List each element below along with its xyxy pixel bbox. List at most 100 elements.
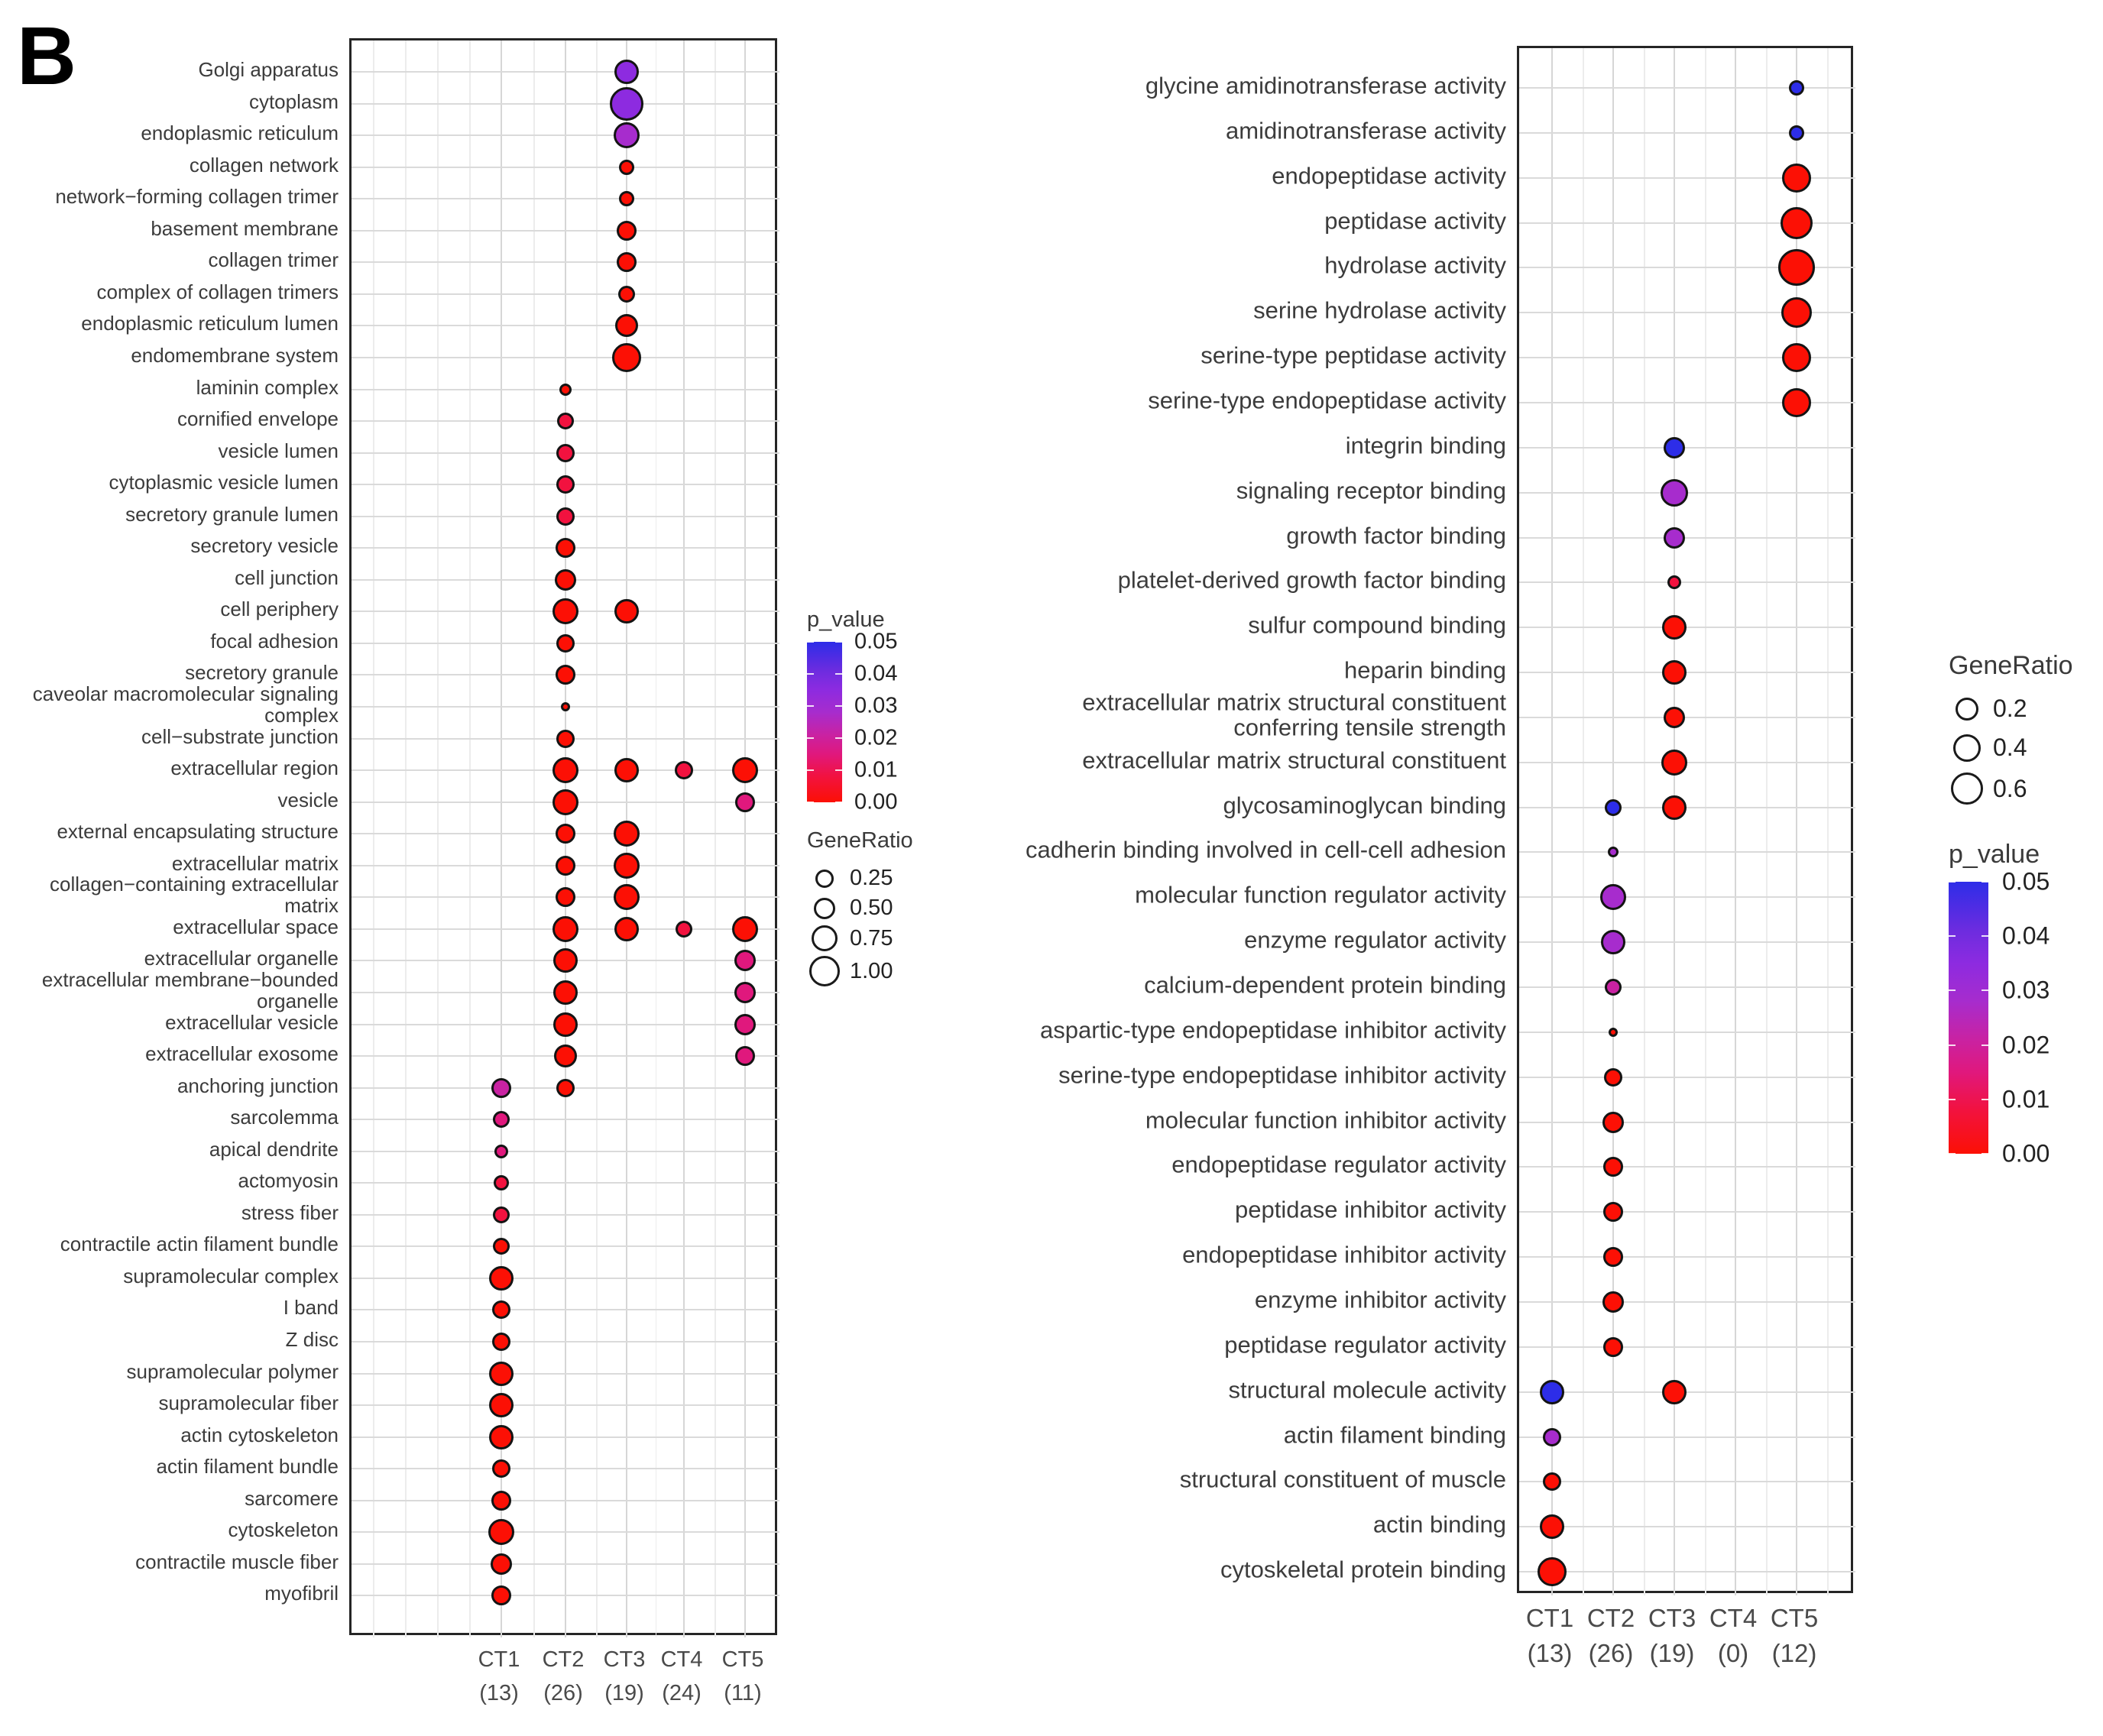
y-axis-label: supramolecular polymer [126, 1359, 339, 1383]
gridline-horizontal [1519, 1391, 1855, 1393]
data-dot [734, 981, 756, 1003]
data-dot [491, 1077, 511, 1098]
legend-left: p_value 0.05 0.04 0.03 0.02 0.01 0.00 GeneRat… [807, 607, 975, 991]
panel-label: B [17, 9, 76, 102]
gridline-vertical [1735, 48, 1736, 1595]
data-dot [1601, 930, 1625, 955]
x-axis-tick-count: (19) [1649, 1639, 1695, 1667]
data-dot [1605, 979, 1622, 996]
y-axis-label: apical dendrite [209, 1137, 339, 1161]
y-axis-label: caveolar macromolecular signaling comple… [32, 682, 339, 727]
data-dot [489, 1393, 514, 1418]
gridline-horizontal [352, 1531, 779, 1534]
generatio-legend-circle-cell [1949, 734, 1985, 762]
y-axis-label: glycine amidinotransferase activity [1145, 72, 1506, 99]
generatio-legend-circle-cell [1949, 772, 1985, 805]
data-dot [1543, 1427, 1561, 1446]
generatio-legend-item: 0.4 [1949, 734, 2101, 762]
y-axis-label: supramolecular fiber [158, 1391, 339, 1415]
y-axis-label: growth factor binding [1286, 521, 1506, 549]
gridline-horizontal [352, 1468, 779, 1470]
y-axis-label: sulfur compound binding [1248, 611, 1506, 639]
generatio-legend-circle [809, 956, 840, 986]
colorbar-tick [1949, 1044, 1956, 1046]
pvalue-tick-label: 0.03 [854, 693, 898, 718]
gridline-horizontal [352, 1436, 779, 1438]
y-axis-label: cornified envelope [177, 407, 339, 431]
gridline-horizontal [352, 1150, 779, 1152]
data-dot [614, 884, 640, 911]
data-dot [1782, 387, 1811, 417]
x-axis-tick-label: CT3 [603, 1647, 646, 1672]
colorbar-tick [835, 705, 842, 707]
pvalue-tick-label: 0.04 [854, 661, 898, 686]
data-dot [493, 1238, 510, 1255]
generatio-legend-circle [1951, 772, 1983, 805]
data-dot [1540, 1514, 1564, 1540]
gridline-horizontal [352, 1563, 779, 1565]
pvalue-colorbar-right: 0.05 0.04 0.03 0.02 0.01 0.00 [1949, 868, 2101, 1168]
data-dot [614, 599, 639, 624]
data-dot [494, 1175, 509, 1191]
data-dot [1603, 1247, 1623, 1268]
gridline-minor-vertical [715, 40, 716, 1637]
x-axis-tick-count: (26) [543, 1681, 583, 1705]
gridline-horizontal [1519, 177, 1855, 179]
data-dot [614, 852, 640, 879]
y-axis-label: amidinotransferase activity [1226, 117, 1506, 144]
data-dot [1662, 660, 1687, 685]
x-axis-tick-count: (26) [1588, 1639, 1634, 1667]
data-dot [614, 758, 639, 783]
data-dot [556, 443, 575, 462]
y-axis-label: extracellular matrix [171, 851, 339, 875]
gridline-horizontal [1519, 1121, 1855, 1123]
generatio-legend-circle-cell [807, 956, 842, 986]
colorbar-tick [807, 673, 814, 675]
y-axis-label: extracellular space [173, 915, 339, 938]
colorbar-tick [1949, 1153, 1956, 1155]
y-axis-label: cytoskeleton [228, 1518, 339, 1542]
data-dot [614, 122, 640, 149]
data-dot [734, 950, 756, 972]
legend-right: GeneRatio 0.2 0.4 0.6 p_value 0.05 0.04 0.03… [1949, 651, 2101, 1168]
data-dot [1603, 1336, 1623, 1357]
generatio-legend-label: 1.00 [850, 958, 893, 983]
data-dot [552, 757, 578, 784]
y-axis-label: endopeptidase activity [1272, 161, 1506, 189]
gridline-horizontal [1519, 1256, 1855, 1258]
gridline-horizontal [352, 1309, 779, 1311]
generatio-legend-item: 0.75 [807, 925, 975, 951]
y-axis-label: extracellular exosome [145, 1042, 339, 1066]
colorbar-tick [807, 705, 814, 707]
generatio-legend-items-left: 0.25 0.50 0.75 1.00 [807, 866, 975, 986]
x-axis-tick-count: (0) [1717, 1639, 1749, 1667]
x-axis-tick-label: CT2 [1586, 1604, 1635, 1632]
y-axis-label: extracellular matrix structural constitu… [1082, 747, 1506, 774]
gridline-horizontal [352, 1245, 779, 1248]
gridline-vertical [683, 40, 685, 1637]
colorbar-tick [835, 673, 842, 675]
gridline-minor-vertical [405, 40, 407, 1637]
x-axis-tick-label: CT5 [1770, 1604, 1819, 1632]
gridline-minor-vertical [596, 40, 598, 1637]
generatio-legend-circle-cell [807, 925, 842, 951]
data-dot [615, 314, 638, 338]
data-dot [556, 633, 575, 653]
colorbar-tick [1981, 881, 1988, 883]
y-axis-label: hydrolase activity [1324, 251, 1506, 279]
x-axis-tick-label: CT4 [1709, 1604, 1758, 1632]
gridline-horizontal [352, 229, 779, 232]
y-axis-label: endopeptidase regulator activity [1171, 1151, 1506, 1178]
y-axis-label: serine-type endopeptidase inhibitor acti… [1058, 1061, 1506, 1088]
data-dot [557, 413, 574, 430]
data-dot [619, 159, 634, 175]
y-axis-label: cell−substrate junction [141, 724, 339, 748]
data-dot [1782, 163, 1811, 193]
gridline-horizontal [1519, 1076, 1855, 1078]
gridline-horizontal [352, 1372, 779, 1375]
gridline-horizontal [352, 1119, 779, 1121]
x-axis-tick-count: (24) [662, 1681, 702, 1705]
y-axis-label: extracellular membrane−bounded organelle [41, 967, 339, 1012]
gridline-horizontal [1519, 1571, 1855, 1573]
gridline-vertical [1674, 48, 1675, 1595]
